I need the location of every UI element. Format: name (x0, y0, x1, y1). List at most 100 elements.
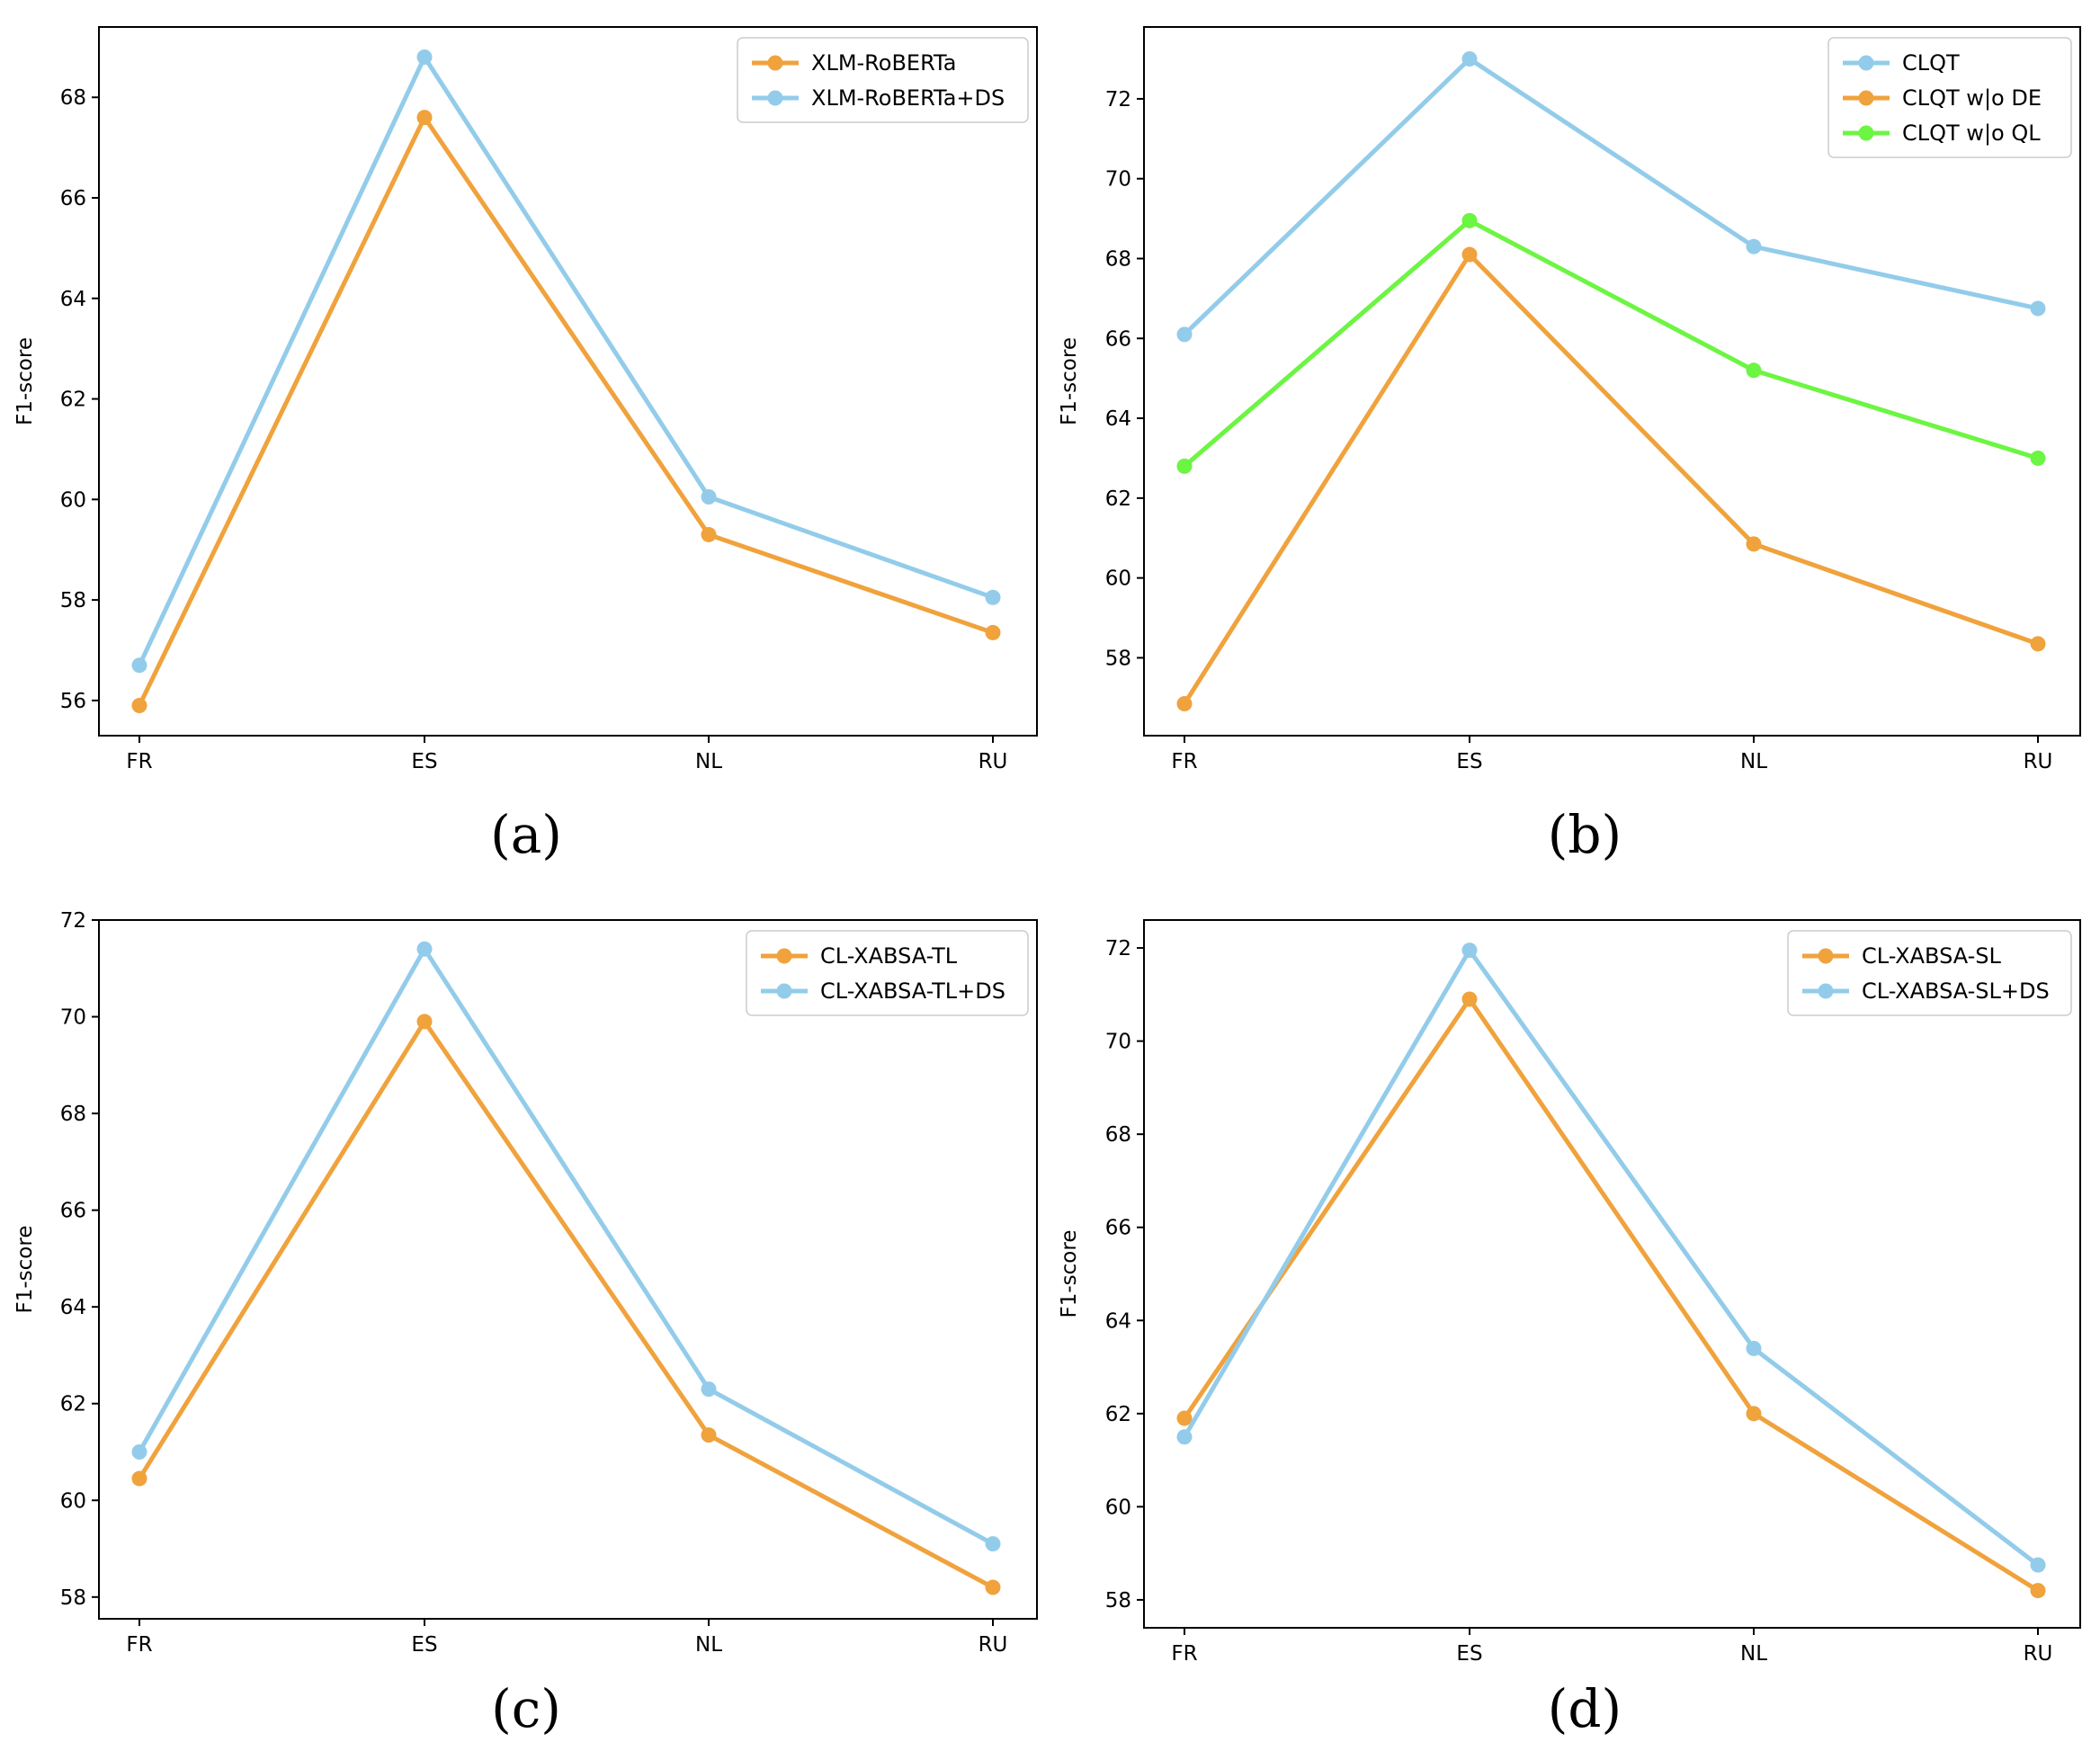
data-point (1176, 1429, 1193, 1445)
y-tick-label: 58 (60, 1586, 86, 1610)
legend-label: CL-XABSA-SL+DS (1862, 978, 2050, 1004)
data-point (701, 489, 717, 505)
y-tick-label: 60 (1105, 1496, 1131, 1519)
y-tick-label: 60 (1105, 567, 1131, 591)
data-point (1746, 1406, 1762, 1422)
plot-frame (98, 919, 1038, 1620)
data-point (1176, 458, 1193, 474)
legend-label: CL-XABSA-TL (820, 943, 958, 969)
series-line (137, 55, 994, 666)
chart-panel-1: 56 58 60 62 64 66 68 FR ES NL RU F1-score XLM-RoBERT… (13, 26, 1038, 865)
plot-frame (1143, 26, 2081, 737)
legend-marker (1818, 948, 1834, 964)
legend-marker (776, 948, 792, 964)
x-tick-label: ES (411, 1633, 437, 1657)
legend-label: CLQT (1902, 50, 1960, 76)
series-line (137, 115, 994, 707)
series-line (1182, 996, 2040, 1593)
data-point (416, 941, 433, 957)
series-line (1182, 948, 2040, 1568)
series-line (137, 946, 995, 1546)
data-point (1461, 51, 1478, 67)
data-point (1746, 536, 1762, 552)
y-tick-label: 72 (1105, 88, 1131, 112)
legend-marker (1858, 125, 1874, 141)
y-tick-label: 66 (60, 187, 86, 210)
data-point (1461, 943, 1478, 959)
y-tick-label: 64 (60, 288, 86, 311)
y-axis-title: F1-score (13, 337, 37, 425)
y-tick-label: 58 (1105, 647, 1131, 670)
panel-caption: (d) (1548, 1678, 1622, 1739)
chart-panel-4: 58 60 62 64 66 68 70 72 FR ES NL RU F1-score CL-XABSA… (1058, 919, 2081, 1739)
data-point (131, 1470, 147, 1487)
legend-box (746, 930, 1029, 1016)
y-tick-label: 72 (60, 909, 86, 933)
data-point (701, 526, 717, 542)
y-tick-label: 56 (60, 690, 86, 713)
x-tick-label: ES (1456, 750, 1482, 773)
x-tick-label: NL (1740, 750, 1767, 773)
legend-marker (767, 55, 783, 71)
data-point (2030, 1557, 2046, 1573)
y-axis-title: F1-score (13, 1226, 37, 1314)
y-tick-label: 62 (1105, 487, 1131, 511)
data-point (701, 1427, 717, 1443)
y-tick-label: 70 (60, 1006, 86, 1030)
y-tick-label: 60 (60, 1489, 86, 1513)
data-point (1461, 991, 1478, 1007)
plot-frame (1143, 919, 2081, 1629)
y-tick-label: 62 (60, 389, 86, 412)
legend-box (737, 37, 1029, 123)
legend-label: CL-XABSA-TL+DS (820, 978, 1005, 1004)
x-tick-label: NL (1740, 1642, 1767, 1666)
data-point (131, 657, 147, 674)
legend-marker (1858, 55, 1874, 71)
data-point (985, 624, 1001, 640)
y-axis-title: F1-score (1058, 1230, 1081, 1318)
data-point (131, 1443, 147, 1460)
data-point (1746, 1340, 1762, 1356)
data-point (1176, 326, 1193, 343)
data-point (1176, 1410, 1193, 1426)
x-tick-label: ES (411, 750, 437, 773)
series-line (137, 1019, 995, 1590)
data-point (1746, 238, 1762, 255)
data-point (2030, 450, 2046, 466)
data-point (985, 1579, 1001, 1595)
y-tick-label: 66 (1105, 327, 1131, 351)
y-tick-label: 66 (60, 1200, 86, 1223)
legend-marker (1818, 983, 1834, 999)
panel-caption: (b) (1548, 804, 1622, 865)
x-tick-label: ES (1456, 1642, 1482, 1666)
data-point (2030, 300, 2046, 317)
legend-label: CLQT w|o QL (1902, 121, 2041, 146)
y-tick-label: 66 (1105, 1217, 1131, 1240)
legend-label: XLM-RoBERTa+DS (811, 85, 1005, 111)
y-tick-label: 70 (1105, 1031, 1131, 1054)
series-line (1182, 252, 2039, 705)
legend-box (1827, 37, 2072, 158)
legend-label: CLQT w|o DE (1902, 85, 2042, 111)
data-point (985, 589, 1001, 605)
y-tick-label: 68 (1105, 247, 1131, 271)
data-point (1461, 212, 1478, 228)
x-tick-label: NL (695, 1633, 722, 1657)
chart-panel-2: 58 60 62 64 66 68 70 72 FR ES NL RU F1-score CLQT CLQT… (1058, 26, 2081, 865)
y-tick-label: 60 (60, 488, 86, 512)
chart-panel-3: 58 60 62 64 66 68 70 72 FR ES NL RU F1-score CL-XABSA… (13, 909, 1038, 1739)
y-tick-label: 64 (1105, 1309, 1131, 1333)
data-point (985, 1536, 1001, 1552)
legend-marker (776, 983, 792, 999)
data-point (131, 697, 147, 713)
data-point (1176, 695, 1193, 711)
data-point (416, 49, 433, 66)
y-tick-label: 62 (60, 1393, 86, 1416)
y-tick-label: 68 (1105, 1123, 1131, 1147)
y-tick-label: 72 (1105, 937, 1131, 960)
panel-caption: (c) (491, 1678, 561, 1739)
x-tick-label: FR (1171, 750, 1197, 773)
legend-marker (767, 90, 783, 106)
y-tick-label: 70 (1105, 168, 1131, 192)
legend-marker (1858, 90, 1874, 106)
